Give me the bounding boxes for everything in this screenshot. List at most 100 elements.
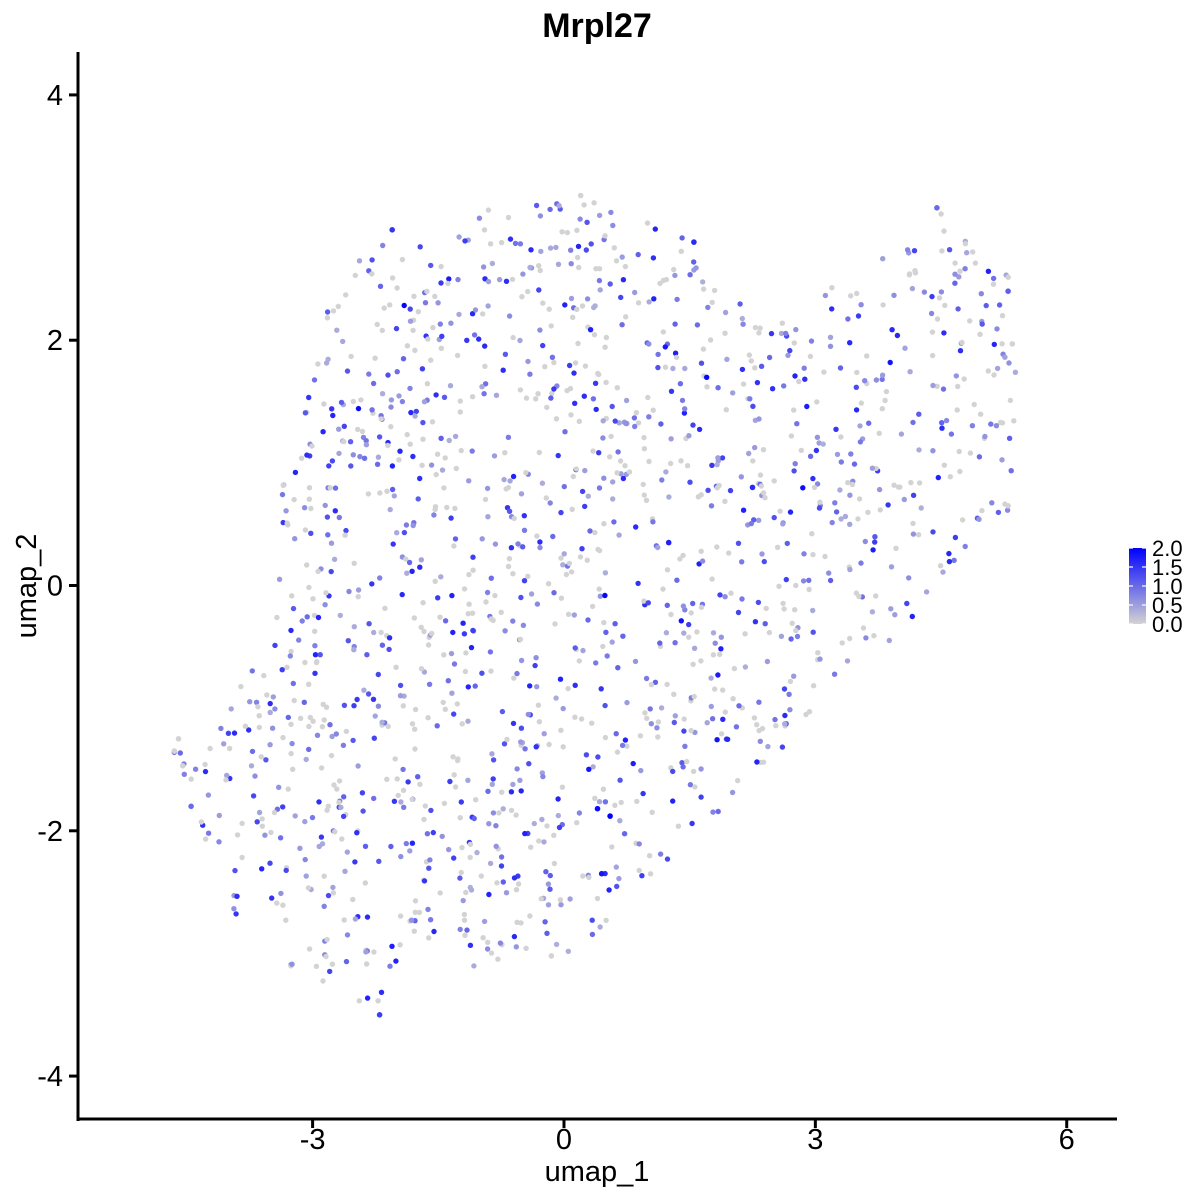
- cell-point: [334, 327, 340, 333]
- cell-point: [347, 439, 354, 445]
- cell-point: [534, 684, 540, 690]
- cell-point: [304, 562, 310, 568]
- cell-point: [608, 433, 614, 440]
- cell-point: [596, 212, 603, 219]
- cell-point: [489, 781, 495, 787]
- cell-point: [662, 344, 668, 350]
- cell-point: [321, 903, 327, 909]
- cell-point: [555, 796, 561, 802]
- cell-point: [427, 917, 434, 923]
- cell-point: [847, 492, 853, 498]
- cell-point: [606, 887, 612, 893]
- cell-point: [906, 575, 912, 581]
- cell-point: [250, 793, 257, 799]
- cell-point: [558, 509, 564, 516]
- cell-point: [586, 766, 592, 772]
- cell-point: [655, 544, 661, 551]
- cell-point: [801, 365, 807, 371]
- cell-point: [319, 724, 326, 730]
- cell-point: [298, 455, 305, 461]
- cell-point: [401, 302, 407, 309]
- cell-point: [962, 543, 968, 550]
- cell-point: [955, 306, 961, 312]
- cell-point: [682, 406, 688, 412]
- cell-point: [302, 659, 308, 666]
- cell-point: [432, 578, 438, 584]
- cell-point: [646, 853, 653, 859]
- cell-point: [482, 343, 488, 349]
- cell-point: [342, 532, 348, 538]
- cell-point: [934, 316, 941, 322]
- cell-point: [691, 693, 697, 700]
- cell-point: [441, 652, 447, 658]
- cell-point: [565, 685, 571, 692]
- cell-point: [445, 678, 451, 684]
- cell-point: [452, 536, 459, 542]
- cell-point: [354, 830, 360, 836]
- cell-point: [259, 866, 265, 872]
- cell-point: [485, 788, 491, 794]
- cell-point: [681, 716, 687, 722]
- cell-point: [707, 337, 714, 343]
- cell-point: [739, 596, 745, 602]
- cell-point: [717, 592, 723, 598]
- cell-point: [457, 409, 463, 415]
- cell-point: [691, 259, 697, 265]
- cell-point: [535, 702, 542, 708]
- cell-point: [623, 314, 629, 320]
- cell-point: [424, 288, 430, 294]
- cell-point: [421, 878, 428, 884]
- cell-point: [833, 426, 839, 432]
- cell-point: [381, 305, 387, 311]
- cell-point: [561, 551, 567, 557]
- cell-point: [694, 322, 701, 328]
- cell-point: [388, 404, 394, 410]
- cell-point: [633, 524, 639, 530]
- cell-point: [858, 400, 864, 406]
- cell-point: [439, 333, 445, 339]
- cell-point: [916, 411, 922, 417]
- cell-point: [613, 731, 619, 737]
- cell-point: [826, 570, 832, 576]
- cell-point: [902, 345, 908, 351]
- cell-point: [476, 215, 483, 221]
- cell-point: [346, 588, 352, 595]
- cell-point: [687, 782, 694, 788]
- cell-point: [239, 820, 245, 827]
- cell-point: [485, 303, 491, 309]
- cell-point: [576, 418, 582, 424]
- cell-point: [412, 726, 418, 732]
- cell-point: [718, 646, 724, 652]
- cell-point: [292, 469, 299, 476]
- cell-point: [496, 810, 502, 816]
- cell-point: [916, 480, 923, 486]
- cell-point: [329, 458, 336, 464]
- cell-point: [617, 777, 623, 783]
- cell-point: [791, 340, 797, 346]
- cell-point: [562, 302, 568, 308]
- cell-point: [760, 447, 767, 453]
- cell-point: [358, 397, 364, 403]
- cell-point: [585, 617, 591, 623]
- cell-point: [677, 556, 683, 562]
- cell-point: [387, 963, 393, 969]
- cell-point: [779, 744, 786, 750]
- cell-point: [769, 386, 776, 392]
- cell-point: [579, 303, 586, 309]
- cell-point: [279, 491, 286, 498]
- cell-point: [526, 761, 532, 767]
- cell-point: [939, 248, 945, 254]
- cell-point: [258, 754, 264, 760]
- cell-point: [374, 461, 381, 467]
- cell-point: [453, 465, 459, 472]
- cell-point: [498, 609, 504, 615]
- cell-point: [622, 263, 629, 270]
- cell-point: [343, 292, 349, 298]
- cell-point: [686, 433, 692, 439]
- cell-point: [341, 794, 347, 800]
- cell-point: [698, 658, 704, 664]
- cell-point: [847, 521, 853, 527]
- cell-point: [287, 653, 293, 659]
- cell-point: [378, 416, 384, 422]
- cell-point: [379, 719, 385, 725]
